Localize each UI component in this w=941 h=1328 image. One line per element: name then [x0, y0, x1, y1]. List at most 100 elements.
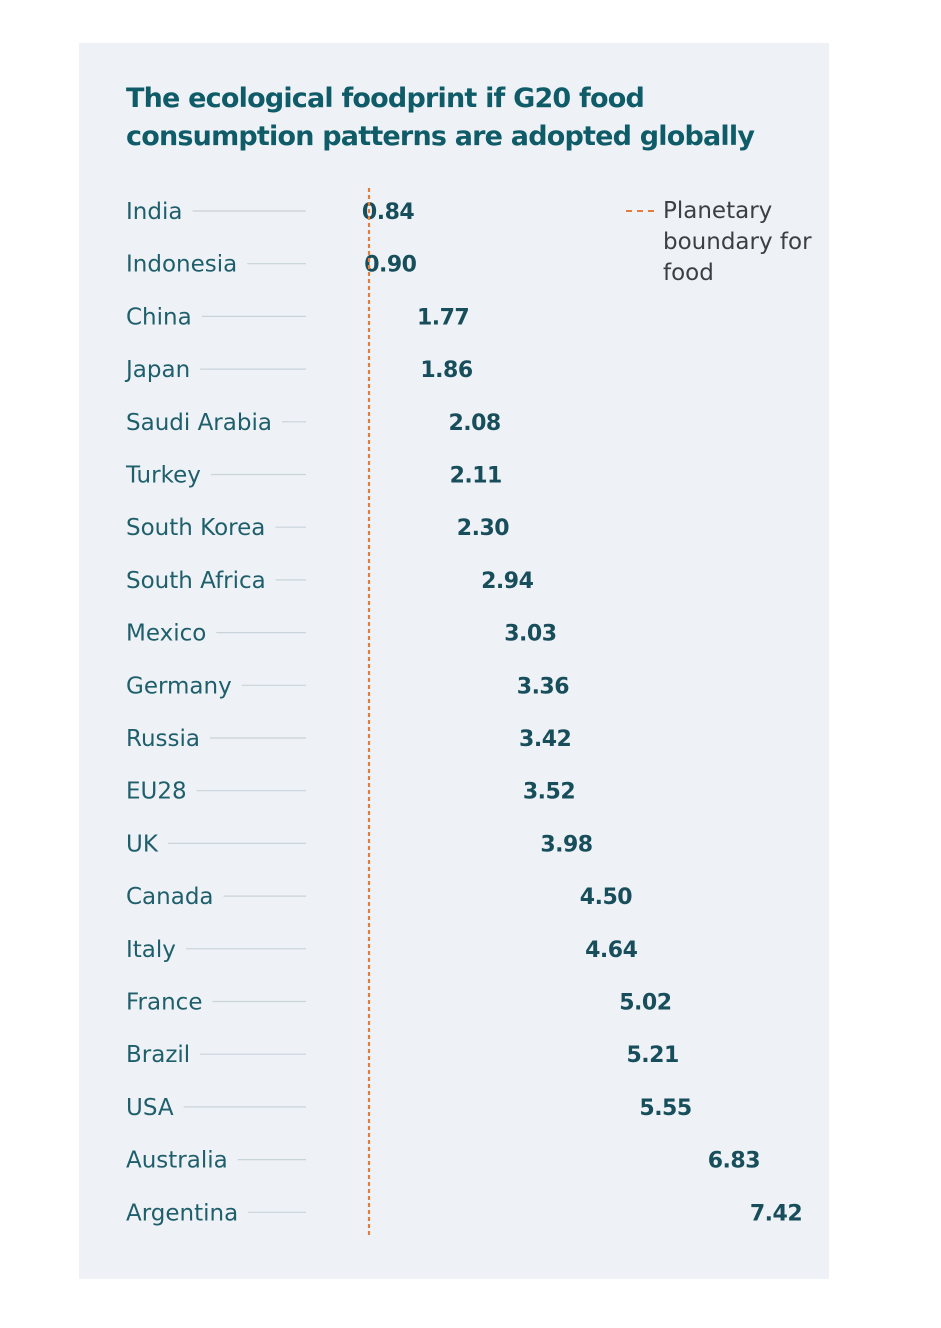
row-label: Japan: [124, 357, 190, 383]
value-label: 2.94: [481, 569, 533, 594]
chart-row: Italy 4.64: [126, 931, 638, 967]
globe-icon: [377, 615, 413, 651]
value-label: 4.64: [585, 938, 637, 963]
globe-icon: [319, 193, 355, 229]
globe-icon: [319, 1089, 355, 1125]
globe-icon: [319, 351, 355, 387]
chart-row: China 1.77: [126, 298, 470, 334]
row-label: Germany: [126, 673, 232, 699]
globe-icon: [377, 720, 413, 756]
globe-icon: [434, 1142, 470, 1178]
globe-icon: [319, 825, 355, 861]
chart-row: Germany 3.36: [126, 667, 570, 703]
globe-icon: [319, 404, 355, 440]
globe-icon: [434, 931, 470, 967]
globe-icon: [377, 773, 413, 809]
globe-icon: [319, 298, 355, 334]
globe-icon: [550, 931, 586, 967]
row-label: Indonesia: [126, 252, 237, 278]
globe-icon: [434, 825, 470, 861]
globe-icon: [550, 1036, 586, 1072]
globe-icon: [434, 562, 470, 598]
globe-icon: [434, 984, 470, 1020]
globe-icon: [434, 667, 470, 703]
globe-icon: [492, 984, 528, 1020]
chart-row: India 0.84: [126, 193, 415, 229]
row-label: China: [126, 304, 192, 330]
chart-row: EU28 3.52: [126, 773, 576, 809]
globe-icon: [319, 667, 355, 703]
chart-row: Japan 1.86: [124, 351, 473, 387]
globe-icon: [377, 457, 413, 493]
row-label: France: [126, 990, 202, 1016]
value-label: 1.77: [417, 305, 469, 330]
value-label: 1.86: [420, 358, 472, 383]
globe-icon: [377, 1036, 413, 1072]
chart-row: France 5.02: [126, 984, 672, 1020]
value-label: 0.90: [364, 253, 416, 278]
globe-icon: [492, 1194, 528, 1230]
globe-icon: [319, 246, 355, 282]
globe-icon: [550, 984, 586, 1020]
globe-icon: [492, 1142, 528, 1178]
value-label: 6.83: [708, 1149, 760, 1174]
globe-icon: [492, 878, 528, 914]
legend-label: Planetary boundary for food: [663, 198, 812, 286]
row-label: South Korea: [126, 515, 265, 541]
value-label: 5.55: [639, 1096, 691, 1121]
chart-row: Argentina 7.42: [126, 1194, 803, 1230]
chart-row: Turkey 2.11: [125, 457, 502, 493]
globe-icon: [434, 720, 470, 756]
globe-icon: [319, 1036, 355, 1072]
row-label: USA: [126, 1095, 174, 1121]
value-label: 3.42: [519, 727, 571, 752]
globe-icon: [608, 1089, 644, 1125]
row-label: EU28: [126, 779, 187, 805]
row-label: Canada: [126, 884, 214, 910]
globe-icon: [434, 878, 470, 914]
globe-icon: [319, 931, 355, 967]
globe-icon: [434, 773, 470, 809]
value-label: 3.98: [540, 832, 592, 857]
globe-icon: [377, 1142, 413, 1178]
chart-row: Russia 3.42: [126, 720, 572, 756]
row-label: Brazil: [126, 1042, 190, 1068]
globe-icon: [665, 1142, 701, 1178]
chart-card: [79, 43, 829, 1279]
globe-icon: [319, 509, 355, 545]
globe-icon: [319, 562, 355, 598]
globe-icon: [377, 404, 413, 440]
chart-row: Mexico 3.03: [126, 615, 557, 651]
globe-icon: [377, 298, 413, 334]
legend: Planetary boundary for food: [626, 196, 816, 296]
globe-icon: [319, 1142, 355, 1178]
globe-icon: [608, 1142, 644, 1178]
globe-icon: [550, 1194, 586, 1230]
globe-icon: [319, 984, 355, 1020]
value-label: 0.84: [362, 200, 414, 225]
globe-icon: [377, 509, 413, 545]
globe-icon: [377, 1089, 413, 1125]
globe-icon: [434, 615, 470, 651]
row-label: Turkey: [125, 463, 201, 489]
globe-icon: [377, 562, 413, 598]
value-label: 5.02: [619, 991, 671, 1016]
globe-icon: [377, 931, 413, 967]
globe-icon: [434, 1194, 470, 1230]
chart-row: Saudi Arabia 2.08: [126, 404, 501, 440]
chart-row: South Korea 2.30: [126, 509, 510, 545]
globe-icon: [319, 615, 355, 651]
globe-icon: [377, 878, 413, 914]
globe-icon: [377, 351, 413, 387]
globe-icon: [319, 1194, 355, 1230]
value-label: 4.50: [580, 885, 632, 910]
value-label: 3.36: [517, 674, 569, 699]
row-label: Russia: [126, 726, 200, 752]
globe-icon: [377, 667, 413, 703]
chart-row: Brazil 5.21: [126, 1036, 679, 1072]
value-label: 2.08: [448, 411, 500, 436]
globe-icon: [319, 457, 355, 493]
value-label: 7.42: [750, 1201, 802, 1226]
globe-icon: [492, 931, 528, 967]
